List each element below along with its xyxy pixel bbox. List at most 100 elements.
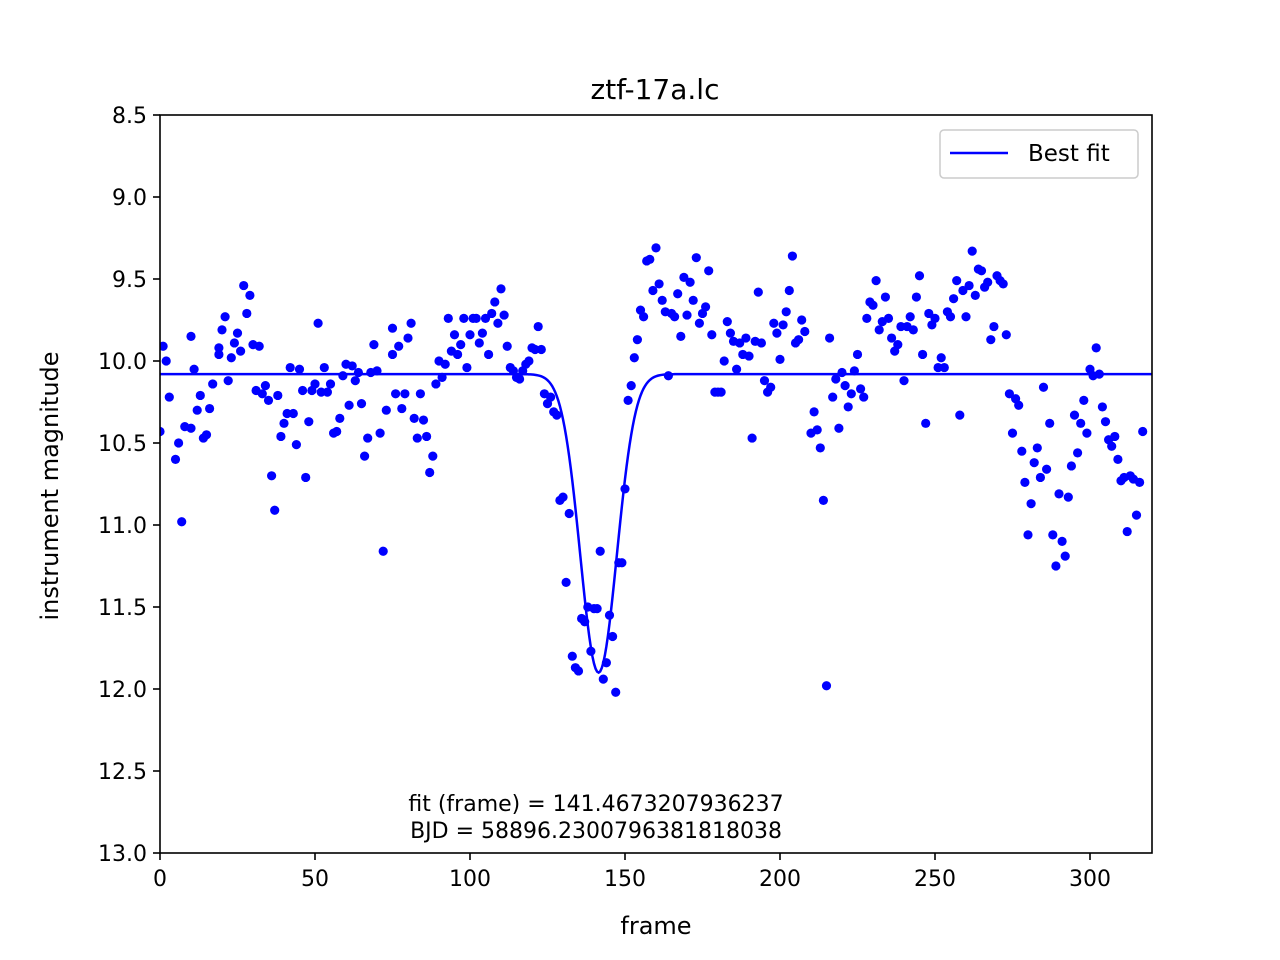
data-point — [387, 349, 398, 360]
legend-label-best-fit: Best fit — [1028, 141, 1110, 167]
chart-title: ztf-17a.lc — [591, 73, 720, 106]
data-point — [1135, 477, 1145, 487]
data-point — [880, 292, 891, 302]
data-point — [598, 674, 608, 684]
data-point — [725, 328, 736, 338]
data-point — [722, 317, 732, 327]
data-point — [949, 294, 959, 304]
y-tick-label: 13.0 — [98, 842, 147, 867]
data-point — [412, 433, 422, 443]
data-point — [471, 313, 481, 323]
x-tick-label: 300 — [1069, 867, 1111, 892]
data-point — [663, 371, 674, 381]
data-point — [645, 254, 655, 264]
data-point — [1100, 417, 1111, 427]
data-point — [186, 423, 196, 433]
data-point — [595, 546, 605, 556]
data-point — [719, 356, 729, 366]
data-point — [536, 344, 546, 355]
data-point — [422, 431, 432, 442]
data-point — [254, 341, 264, 351]
data-point — [170, 454, 181, 464]
data-point — [608, 631, 618, 642]
y-tick-label: 9.5 — [112, 268, 147, 293]
y-tick-label: 11.0 — [98, 514, 147, 539]
data-point — [769, 318, 779, 328]
data-point — [682, 310, 692, 320]
data-point — [654, 279, 664, 289]
data-point — [759, 376, 770, 386]
data-point — [1060, 551, 1070, 561]
data-point — [964, 280, 974, 291]
data-point — [1045, 418, 1055, 428]
data-point — [294, 364, 305, 374]
data-point — [217, 325, 227, 335]
data-point — [887, 333, 897, 343]
data-point — [394, 341, 404, 351]
data-point — [852, 349, 863, 360]
data-point — [236, 346, 246, 356]
data-point — [840, 381, 850, 391]
data-point — [229, 338, 239, 348]
data-point — [515, 374, 525, 384]
data-point — [657, 295, 667, 305]
data-point — [263, 395, 274, 405]
data-point — [1082, 428, 1092, 438]
data-point — [849, 366, 860, 376]
data-point — [310, 379, 320, 389]
data-point — [257, 389, 267, 399]
data-point — [288, 408, 298, 419]
data-point — [493, 318, 503, 328]
y-tick-label: 12.5 — [98, 760, 147, 785]
data-point — [620, 484, 630, 494]
data-point — [363, 433, 373, 443]
data-point — [843, 402, 853, 412]
data-point — [285, 362, 295, 373]
data-point — [1038, 382, 1049, 392]
data-point — [465, 330, 475, 340]
data-point — [453, 349, 463, 360]
data-point — [391, 389, 401, 399]
data-point — [837, 367, 847, 378]
data-point — [794, 335, 804, 345]
data-point — [381, 405, 391, 415]
data-point — [580, 617, 590, 627]
data-point — [459, 313, 469, 323]
data-point — [694, 318, 705, 328]
data-point — [425, 467, 435, 478]
data-point — [670, 312, 680, 322]
data-point — [205, 403, 215, 414]
data-point — [707, 330, 717, 340]
data-point — [744, 351, 754, 361]
data-point — [772, 328, 782, 338]
data-point — [952, 276, 962, 286]
x-tick-label: 100 — [449, 867, 491, 892]
data-point — [502, 341, 512, 351]
data-point — [685, 277, 695, 287]
data-point — [1042, 464, 1052, 474]
data-point — [1107, 441, 1117, 451]
data-point — [945, 312, 956, 322]
data-point — [291, 440, 301, 450]
data-point — [868, 300, 878, 310]
data-point — [1057, 536, 1067, 547]
data-point — [862, 313, 872, 323]
data-point — [462, 362, 472, 373]
y-tick-label: 11.5 — [98, 596, 147, 621]
data-point — [834, 423, 844, 433]
data-point — [586, 646, 596, 656]
data-point — [639, 312, 649, 322]
data-point — [338, 371, 348, 381]
data-point — [1014, 400, 1024, 410]
data-point — [1001, 330, 1011, 340]
data-point — [775, 354, 785, 364]
data-point — [418, 415, 429, 425]
data-point — [747, 433, 757, 443]
data-point — [1113, 454, 1123, 464]
data-point — [818, 495, 829, 505]
data-point — [961, 312, 971, 322]
data-point — [260, 381, 270, 391]
data-point — [797, 315, 807, 325]
legend-box — [939, 129, 1139, 179]
